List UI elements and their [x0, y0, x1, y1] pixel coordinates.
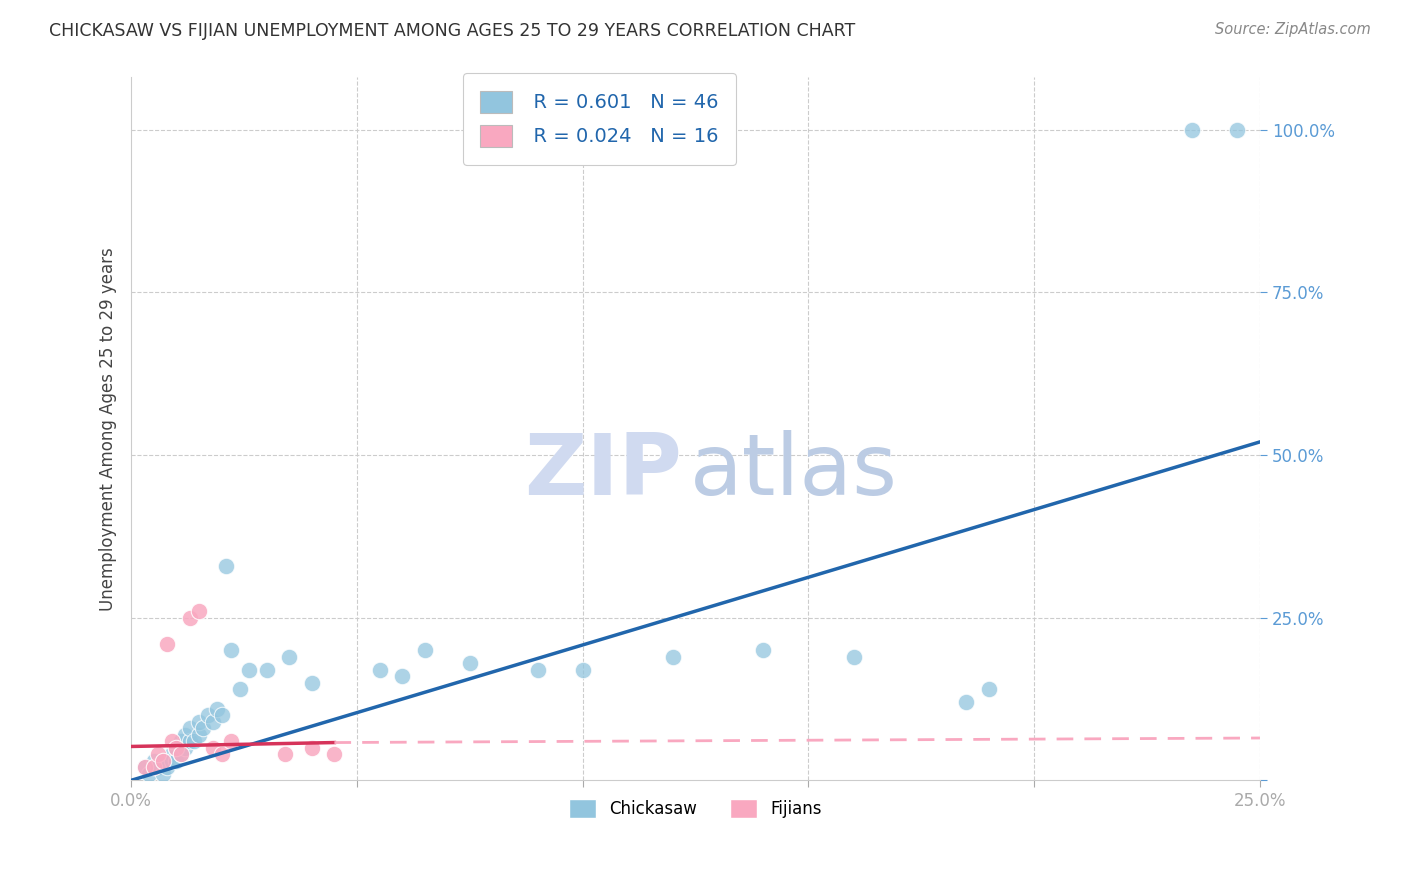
Text: CHICKASAW VS FIJIAN UNEMPLOYMENT AMONG AGES 25 TO 29 YEARS CORRELATION CHART: CHICKASAW VS FIJIAN UNEMPLOYMENT AMONG A…	[49, 22, 855, 40]
Point	[413, 643, 436, 657]
Point	[179, 610, 201, 624]
Point	[148, 760, 170, 774]
Point	[228, 682, 250, 697]
Point	[211, 708, 233, 723]
Point	[148, 747, 170, 762]
Text: atlas: atlas	[690, 430, 898, 513]
Point	[165, 754, 187, 768]
Text: ZIP: ZIP	[524, 430, 682, 513]
Point	[205, 702, 228, 716]
Point	[138, 766, 160, 780]
Point	[134, 760, 156, 774]
Point	[458, 656, 481, 670]
Point	[156, 760, 179, 774]
Point	[183, 734, 205, 748]
Point	[301, 675, 323, 690]
Point	[1226, 122, 1249, 136]
Point	[170, 734, 193, 748]
Point	[662, 649, 685, 664]
Point	[165, 740, 187, 755]
Point	[571, 663, 593, 677]
Point	[156, 637, 179, 651]
Point	[174, 740, 197, 755]
Point	[238, 663, 260, 677]
Point	[215, 558, 238, 573]
Point	[152, 754, 174, 768]
Point	[188, 714, 211, 729]
Point	[134, 760, 156, 774]
Point	[274, 747, 297, 762]
Point	[160, 734, 183, 748]
Point	[188, 604, 211, 618]
Point	[142, 760, 165, 774]
Legend: Chickasaw, Fijians: Chickasaw, Fijians	[562, 792, 828, 825]
Point	[193, 721, 215, 735]
Point	[323, 747, 346, 762]
Point	[368, 663, 391, 677]
Point	[179, 721, 201, 735]
Point	[211, 747, 233, 762]
Point	[197, 708, 219, 723]
Point	[142, 754, 165, 768]
Point	[174, 728, 197, 742]
Point	[391, 669, 413, 683]
Point	[842, 649, 865, 664]
Point	[278, 649, 301, 664]
Y-axis label: Unemployment Among Ages 25 to 29 years: Unemployment Among Ages 25 to 29 years	[100, 247, 117, 611]
Point	[179, 734, 201, 748]
Point	[152, 766, 174, 780]
Point	[301, 740, 323, 755]
Point	[219, 643, 242, 657]
Point	[152, 754, 174, 768]
Point	[1181, 122, 1204, 136]
Point	[201, 714, 224, 729]
Point	[170, 747, 193, 762]
Point	[752, 643, 775, 657]
Point	[955, 695, 977, 709]
Point	[201, 740, 224, 755]
Point	[170, 747, 193, 762]
Point	[160, 747, 183, 762]
Point	[142, 760, 165, 774]
Text: Source: ZipAtlas.com: Source: ZipAtlas.com	[1215, 22, 1371, 37]
Point	[165, 740, 187, 755]
Point	[256, 663, 278, 677]
Point	[160, 754, 183, 768]
Point	[977, 682, 1000, 697]
Point	[219, 734, 242, 748]
Point	[188, 728, 211, 742]
Point	[526, 663, 548, 677]
